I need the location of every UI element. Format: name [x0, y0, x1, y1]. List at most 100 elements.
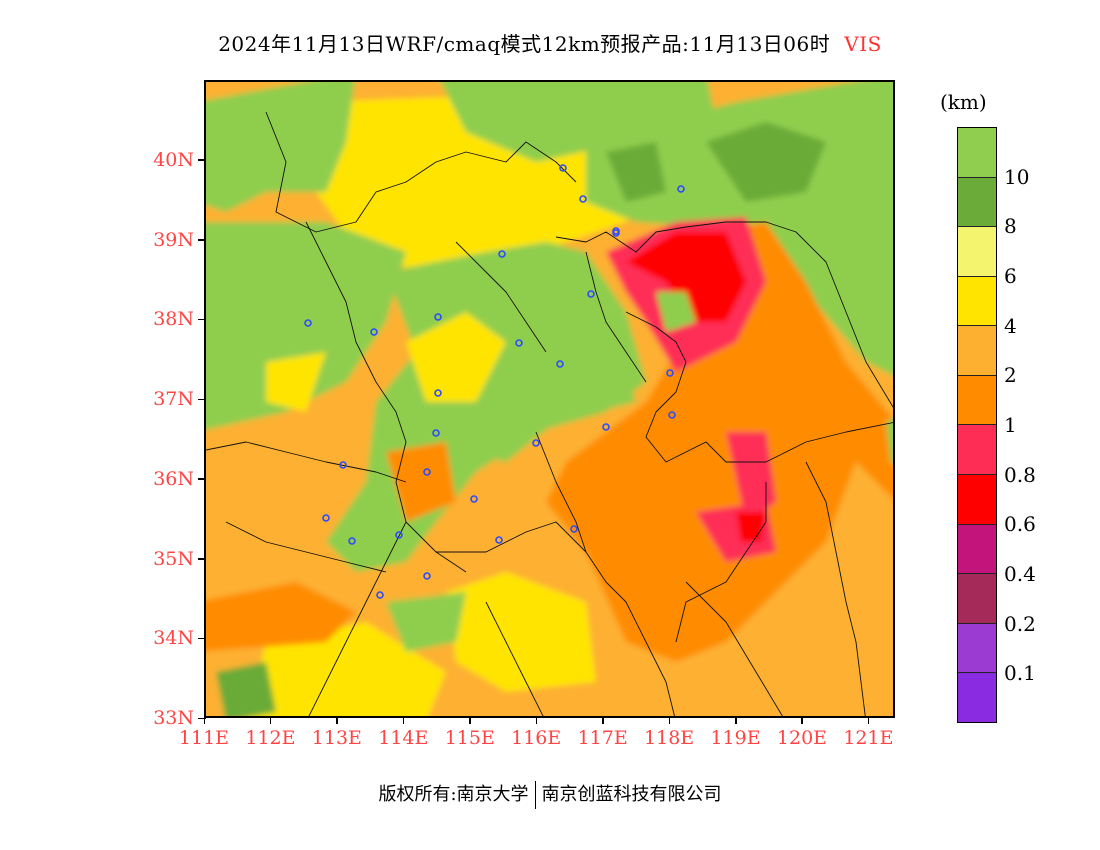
station-marker [434, 389, 442, 397]
station-marker [432, 429, 440, 437]
station-marker [423, 572, 431, 580]
lat-label-35N: 35N [153, 547, 194, 570]
colorbar-label: 0.6 [1004, 512, 1036, 537]
footer-left: 版权所有:南京大学 [378, 784, 529, 805]
lat-label-33N: 33N [153, 707, 194, 729]
station-marker [612, 229, 620, 237]
colorbar-unit: (km) [940, 90, 987, 114]
lat-tick [198, 239, 206, 241]
field-darkorange-s [206, 582, 356, 652]
coastline [555, 221, 893, 643]
lon-label-111E: 111E [178, 727, 230, 749]
colorbar-segment [958, 177, 996, 228]
colorbar-label: 0.4 [1004, 562, 1036, 586]
field-darkorange-lowerleft [386, 442, 456, 522]
lon-label-112E: 112E [245, 727, 296, 749]
colorbar-segment [958, 475, 996, 525]
field-pink-east [726, 432, 776, 522]
visibility-map [206, 82, 893, 716]
province-9 [805, 461, 866, 716]
lon-tick [602, 716, 604, 724]
station-marker [423, 468, 431, 476]
field-green-sw [386, 592, 466, 652]
station-marker [556, 360, 564, 368]
title-text: 2024年11月13日WRF/cmaq模式12km预报产品:11月13日06时 [218, 32, 831, 56]
title-variable: VIS [844, 32, 882, 56]
lon-tick [402, 716, 405, 724]
lon-label-116E: 116E [511, 727, 562, 749]
lat-tick [198, 398, 206, 400]
lon-tick [668, 716, 671, 724]
field-yellow-westedge [266, 352, 326, 412]
colorbar-segment [958, 524, 996, 575]
station-marker [515, 339, 523, 347]
colorbar-label: 10 [1004, 164, 1030, 189]
field-yellow-mid [406, 312, 506, 402]
lat-tick [198, 637, 206, 640]
colorbar-label: 0.1 [1004, 661, 1036, 686]
station-marker [602, 423, 610, 431]
lon-label-120E: 120E [776, 727, 828, 749]
station-marker [322, 514, 330, 522]
footer: 版权所有:南京大学 南京创蓝科技有限公司 [0, 780, 1100, 809]
chart-title: 2024年11月13日WRF/cmaq模式12km预报产品:11月13日06时 V… [0, 28, 1100, 57]
lon-label-121E: 121E [843, 727, 894, 749]
colorbar-segment [958, 623, 996, 674]
station-marker [559, 164, 567, 172]
lon-tick [735, 716, 737, 724]
field-green-north [441, 82, 716, 162]
station-marker [498, 250, 506, 258]
lat-tick [198, 558, 206, 560]
colorbar-segment [958, 574, 996, 624]
lat-label-38N: 38N [153, 308, 194, 331]
lon-tick [269, 716, 272, 724]
province-10 [225, 521, 387, 573]
station-marker [376, 591, 384, 599]
colorbar-label: 2 [1004, 363, 1017, 388]
station-marker [668, 411, 676, 419]
province-7 [585, 251, 647, 383]
lon-tick [203, 716, 205, 724]
province-2 [305, 221, 467, 573]
station-marker [677, 185, 685, 193]
colorbar-label: 0.8 [1004, 462, 1036, 487]
lat-label-39N: 39N [153, 228, 194, 251]
colorbar-segment [958, 425, 996, 476]
province-8 [455, 241, 547, 353]
field-yellow-s [247, 622, 446, 716]
station-marker [304, 319, 312, 327]
lon-tick [535, 716, 538, 724]
station-marker [579, 195, 587, 203]
colorbar-segment [958, 673, 996, 722]
colorbar-label: 4 [1004, 313, 1017, 338]
lat-label-34N: 34N [153, 627, 194, 650]
lon-label-113E: 113E [311, 727, 362, 749]
lon-tick [801, 716, 803, 724]
province-4 [436, 521, 675, 716]
station-marker [570, 525, 578, 533]
province-12 [685, 581, 783, 716]
lat-tick [198, 717, 206, 719]
field-darkorange-east [546, 222, 893, 662]
field-darkgreen-ne [706, 122, 826, 202]
station-marker [348, 537, 356, 545]
colorbar-label: 8 [1004, 214, 1017, 239]
colorbar-label: 0.2 [1004, 611, 1036, 636]
colorbar-label: 6 [1004, 264, 1017, 288]
lon-label-119E: 119E [710, 727, 761, 749]
boundaries [206, 111, 893, 716]
colorbar-segment [958, 227, 996, 277]
station-marker [666, 369, 674, 377]
field-green-bohai [656, 292, 696, 332]
colorbar-segment [958, 375, 996, 426]
lon-label-114E: 114E [378, 727, 429, 749]
lon-label-117E: 117E [577, 727, 628, 749]
lon-tick [867, 716, 870, 724]
field-yellow-sw [446, 572, 596, 692]
field-green-south [466, 352, 636, 462]
station-marker [470, 495, 478, 503]
field-red-se [736, 512, 766, 542]
station-markers [304, 164, 685, 599]
province-11 [485, 601, 544, 716]
province-6 [308, 521, 407, 716]
